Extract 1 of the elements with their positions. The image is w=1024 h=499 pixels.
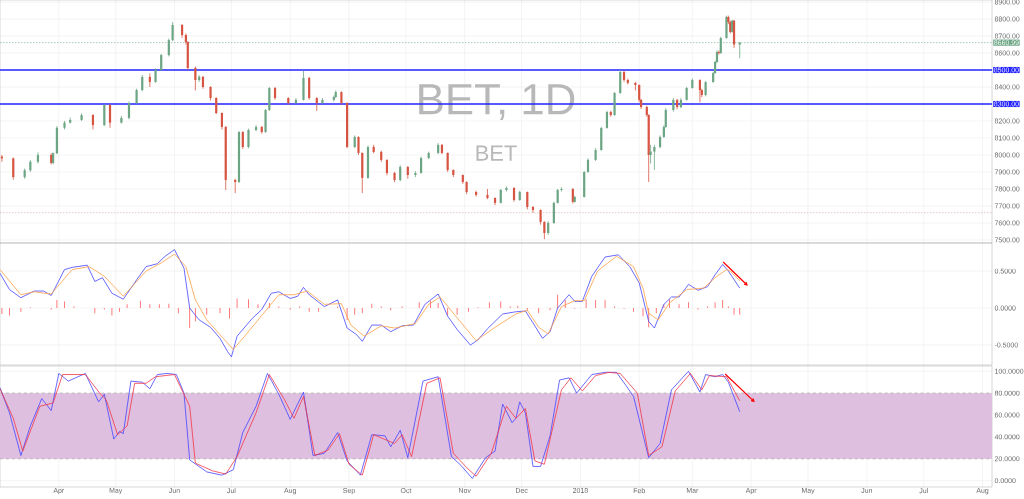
text: BET — [476, 145, 517, 161]
